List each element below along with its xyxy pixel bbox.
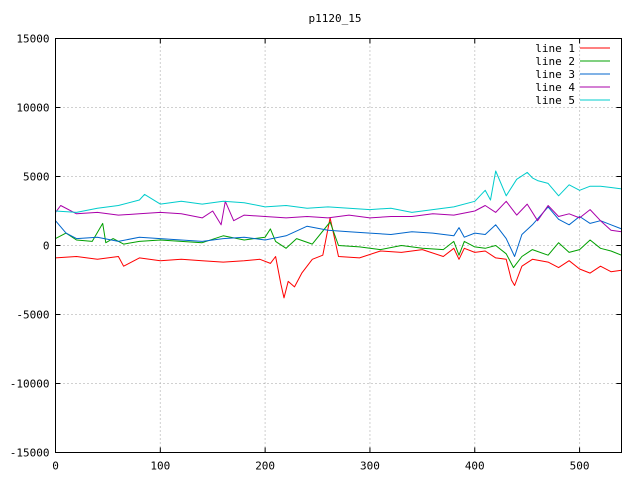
x-tick-label: 300	[360, 460, 380, 473]
series-line-5	[55, 170, 622, 213]
x-tick-label: 200	[255, 460, 275, 473]
series-line-1	[55, 217, 622, 299]
x-tick-label: 0	[52, 460, 59, 473]
legend-label-5: line 5	[535, 94, 575, 107]
series-line-4	[55, 200, 622, 233]
axes: 0 100 200 300 400 500 -15000 -10000 -5000 0 5000 10…	[10, 33, 622, 473]
legend-label-1: line 1	[535, 42, 575, 55]
legend-label-3: line 3	[535, 68, 575, 81]
x-tick-label: 500	[570, 460, 590, 473]
series-line-3	[55, 206, 622, 257]
chart-title: p1120_15	[309, 12, 362, 25]
x-tick-label: 100	[150, 460, 170, 473]
series-group	[55, 170, 622, 299]
legend-label-2: line 2	[535, 55, 575, 68]
y-tick-label: 5000	[23, 171, 50, 184]
plot-frame	[55, 38, 622, 453]
grid	[55, 38, 622, 453]
y-tick-label: -15000	[10, 447, 50, 460]
x-tick-label: 400	[465, 460, 485, 473]
y-tick-label: -10000	[10, 378, 50, 391]
y-tick-label: 0	[43, 240, 50, 253]
series-line-2	[55, 221, 622, 269]
y-tick-label: -5000	[16, 309, 49, 322]
y-tick-label: 10000	[16, 102, 49, 115]
legend-label-4: line 4	[535, 81, 575, 94]
y-tick-label: 15000	[16, 33, 49, 46]
